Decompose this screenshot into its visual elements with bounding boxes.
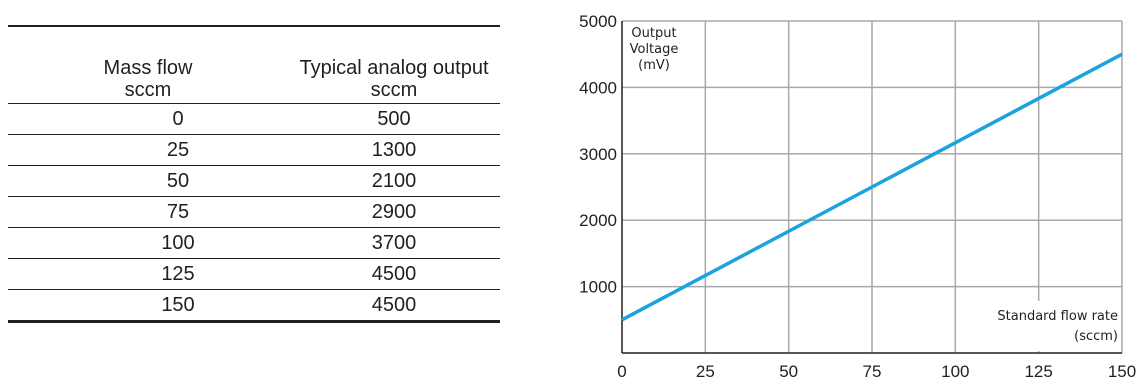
chart-series: [621, 52, 1123, 322]
cell-flow: 125: [8, 258, 288, 290]
cell-output: 500: [288, 103, 500, 135]
x-tick-label: 75: [863, 362, 882, 381]
table-row: 125 4500: [8, 258, 500, 290]
x-axis-label-background: [960, 301, 1121, 351]
table-row: 25 1300: [8, 134, 500, 166]
y-tick-label: 4000: [579, 78, 617, 97]
y-axis-label-background: [623, 22, 683, 86]
table-row: 50 2100: [8, 165, 500, 197]
y-tick-label: 5000: [579, 12, 617, 31]
header-analog-output: Typical analog output sccm: [288, 26, 500, 104]
mass-flow-table: Mass flow sccm Typical analog output scc…: [8, 25, 500, 323]
x-tick-label: 150: [1108, 362, 1136, 381]
y-tick-label: 3000: [579, 145, 617, 164]
cell-flow: 100: [8, 227, 288, 259]
cell-output: 1300: [288, 134, 500, 166]
cell-output: 4500: [288, 289, 500, 322]
y-axis-label-line: Voltage: [630, 42, 679, 57]
output-voltage-line: [621, 52, 1123, 322]
table-row: 0 500: [8, 103, 500, 135]
chart-labels: 1000 2000 3000 4000 5000 0 25 50 75 100 125 150 Outp…: [579, 12, 1136, 381]
cell-output: 3700: [288, 227, 500, 259]
y-tick-label: 1000: [579, 278, 617, 297]
cell-output: 2100: [288, 165, 500, 197]
cell-flow: 150: [8, 289, 288, 322]
cell-flow: 50: [8, 165, 288, 197]
cell-output: 2900: [288, 196, 500, 228]
x-axis-label-line: Standard flow rate: [997, 309, 1118, 324]
table-row: 75 2900: [8, 196, 500, 228]
cell-output: 4500: [288, 258, 500, 290]
cell-flow: 25: [8, 134, 288, 166]
chart-grid: [622, 21, 1122, 353]
x-tick-label: 0: [617, 362, 626, 381]
header-mass-flow-line2: sccm: [124, 79, 172, 101]
header-analog-output-line2: sccm: [370, 79, 418, 101]
x-tick-label: 25: [696, 362, 715, 381]
table-row: 100 3700: [8, 227, 500, 259]
cell-flow: 75: [8, 196, 288, 228]
y-tick-label: 2000: [579, 211, 617, 230]
cell-flow: 0: [8, 103, 288, 135]
x-tick-label: 100: [941, 362, 969, 381]
table-header-row: Mass flow sccm Typical analog output scc…: [8, 26, 500, 104]
header-analog-output-line1: Typical analog output: [299, 57, 489, 79]
y-axis-label-line: (mV): [638, 58, 670, 73]
x-axis-label-line: (sccm): [1074, 329, 1118, 344]
x-tick-label: 50: [779, 362, 798, 381]
header-mass-flow: Mass flow sccm: [8, 26, 288, 104]
y-axis-label-line: Output: [631, 26, 676, 41]
x-tick-label: 125: [1024, 362, 1052, 381]
chart-frame: [621, 20, 1123, 354]
header-mass-flow-line1: Mass flow: [103, 57, 193, 79]
table-row: 150 4500: [8, 289, 500, 322]
